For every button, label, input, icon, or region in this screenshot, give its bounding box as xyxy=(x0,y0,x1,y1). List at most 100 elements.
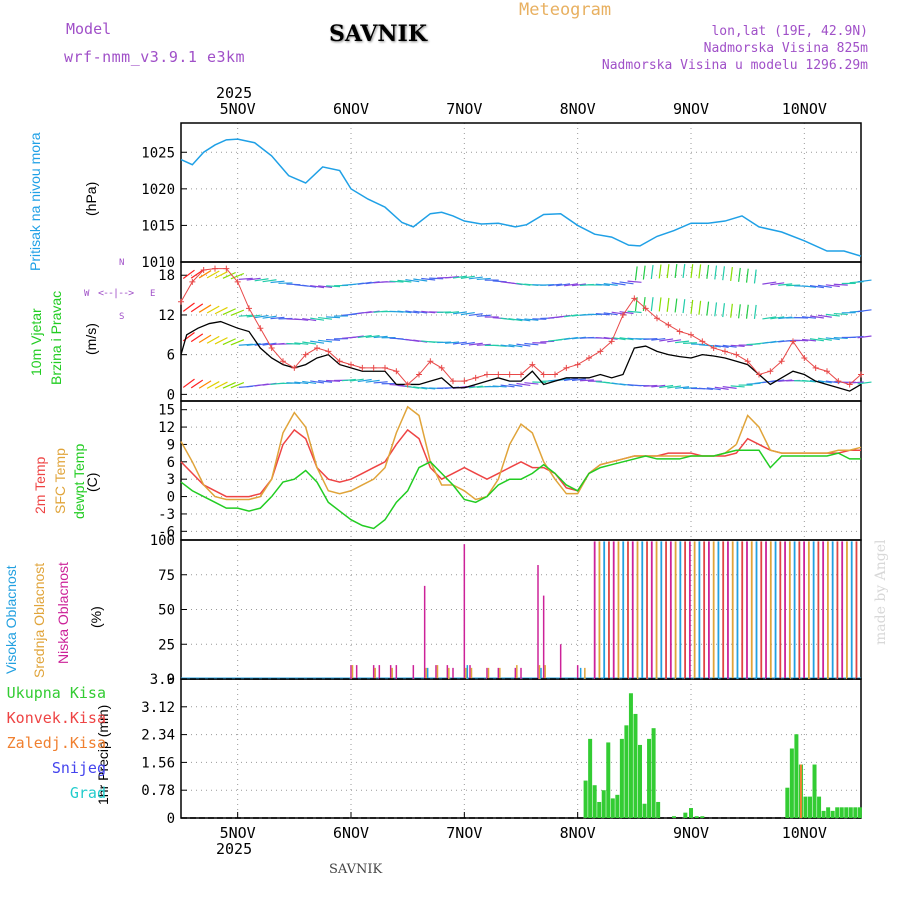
wind-arrow xyxy=(508,318,523,322)
wind-arrow xyxy=(674,263,678,278)
wind-arrow xyxy=(206,270,220,279)
wind-arrow xyxy=(825,337,840,341)
wind-arrow xyxy=(413,278,428,282)
wind-arrow xyxy=(762,281,777,285)
wind-arrow xyxy=(579,379,594,382)
model-label: Model xyxy=(66,20,112,38)
wind-arrow xyxy=(738,267,741,282)
precip-bar xyxy=(619,738,624,818)
day-label-bottom: 6NOV xyxy=(333,824,369,842)
precip-bar xyxy=(830,810,835,818)
day-label-top: 6NOV xyxy=(333,100,369,118)
wind-arrow xyxy=(468,342,483,346)
wind-gust-marker xyxy=(586,354,592,361)
compass-s: S xyxy=(119,312,125,322)
wind-gust-marker xyxy=(427,358,434,365)
wind-arrow xyxy=(516,343,531,347)
wind-gust-marker xyxy=(336,358,343,365)
legend-snijeg: Snijeg xyxy=(51,759,106,777)
wind-arrow xyxy=(706,264,710,279)
wind-gust-marker xyxy=(710,345,717,352)
wind-arrow xyxy=(294,342,309,345)
wind-arrow xyxy=(690,264,694,279)
tick-label-y: 0 xyxy=(167,490,175,506)
wind-arrow xyxy=(857,309,872,313)
wind-arrow xyxy=(206,381,220,389)
wind-arrow xyxy=(310,284,325,289)
wind-arrow xyxy=(666,264,670,279)
product-title: Meteogram xyxy=(519,0,612,20)
wind-arrow xyxy=(198,380,212,389)
tick-label-y: -3 xyxy=(158,507,175,523)
legend-zaledj-kisa: Zaledj.Kisa xyxy=(6,734,106,752)
wind-arrow xyxy=(619,281,634,285)
precip-bar xyxy=(642,803,647,818)
wind-gust-marker xyxy=(756,371,762,378)
tick-label-y: 2.34 xyxy=(141,728,175,744)
panel-frame xyxy=(180,678,862,819)
precip-bar xyxy=(808,796,812,818)
wind-arrow xyxy=(429,277,444,280)
wind-arrow xyxy=(421,386,436,390)
wind-arrow xyxy=(825,284,840,288)
panel-frame xyxy=(180,122,862,263)
wind-arrow xyxy=(571,378,586,382)
temp-sfc-line xyxy=(180,405,862,501)
tick-label-y: 15 xyxy=(158,403,175,419)
wind-arrow xyxy=(254,314,269,319)
tick-label-y: 18 xyxy=(158,268,175,284)
wind-arrow xyxy=(643,338,658,341)
wind-arrow xyxy=(326,285,341,288)
temp-dewpt-line xyxy=(180,449,861,530)
wind-gust-marker xyxy=(234,278,241,285)
wind-arrow xyxy=(302,341,317,345)
wind-gust-marker xyxy=(291,364,298,371)
wind-arrow xyxy=(452,311,467,315)
wind-gust-marker xyxy=(824,368,830,375)
wind-gust-marker xyxy=(472,374,479,381)
wind-gust-marker xyxy=(200,266,207,273)
wind-arrow xyxy=(642,297,646,312)
wind-arrow xyxy=(270,280,285,284)
day-label-top: 10NOV xyxy=(782,100,827,118)
precip-bar xyxy=(700,816,705,818)
precip-bar xyxy=(656,801,661,818)
wind-arrow xyxy=(198,304,212,313)
wind-gust-marker xyxy=(812,364,819,371)
precip-bar xyxy=(588,738,593,818)
wind-arrow xyxy=(445,275,460,279)
wind-arrow xyxy=(650,264,654,280)
wind-arrow xyxy=(445,341,460,344)
wind-arrow xyxy=(500,384,515,388)
wind-gust-marker xyxy=(767,368,774,375)
wind-arrow xyxy=(650,297,654,312)
wind-arrow xyxy=(492,385,507,388)
precip-bar xyxy=(817,796,822,818)
precip-bar xyxy=(789,748,794,818)
wind-arrow xyxy=(516,382,531,387)
wind-gust-marker xyxy=(348,361,354,368)
wind-gust-marker xyxy=(744,358,751,365)
wind-arrow xyxy=(318,380,333,383)
wind-arrow xyxy=(389,280,404,283)
wind-arrow xyxy=(603,312,618,316)
footer-station: SAVNIK xyxy=(329,862,383,877)
day-label-top: 5NOV xyxy=(220,100,256,118)
precip-bar xyxy=(853,807,858,818)
tick-label-y: 12 xyxy=(158,420,175,436)
wind-gust-marker xyxy=(858,371,864,378)
precip-bar xyxy=(694,816,699,818)
wind-arrow xyxy=(651,337,666,341)
precip-bar xyxy=(844,807,849,818)
wind-gust-marker xyxy=(393,368,400,375)
tick-label-y: 25 xyxy=(158,637,175,653)
precip-bar xyxy=(647,738,652,818)
wind-arrow xyxy=(730,385,745,388)
precip-bar xyxy=(597,801,602,818)
precip-bar xyxy=(628,693,633,818)
wind-arrow xyxy=(540,340,555,343)
wind-arrow xyxy=(452,341,467,345)
wind-arrow xyxy=(778,283,793,286)
wind-arrow xyxy=(753,269,757,284)
precip-bar xyxy=(812,764,817,818)
